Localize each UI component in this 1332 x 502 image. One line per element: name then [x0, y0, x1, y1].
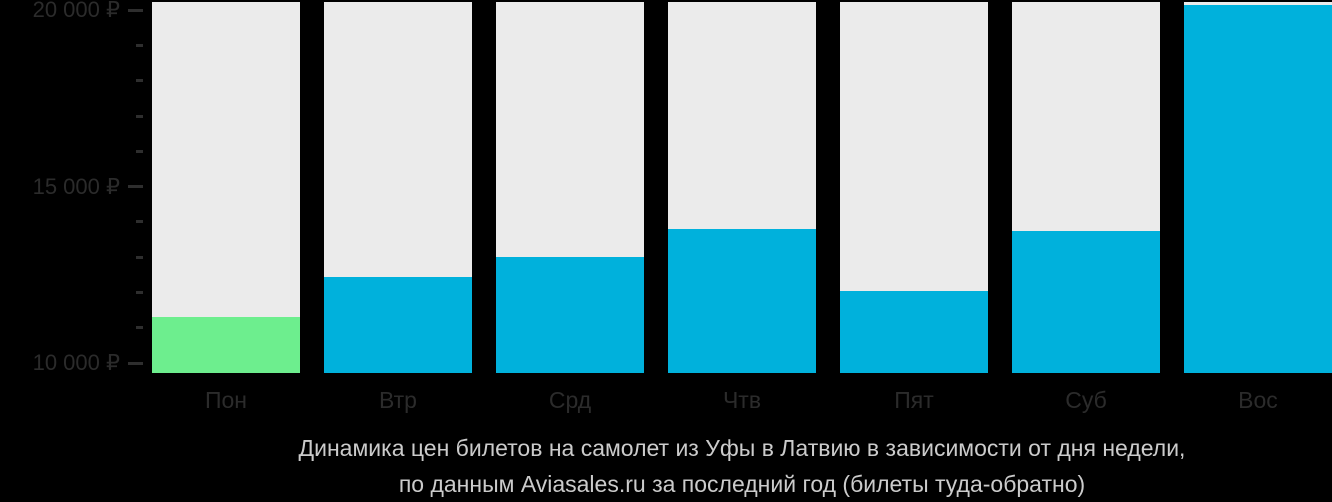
x-axis-label-tue: Втр — [379, 387, 417, 413]
caption-line-1: Динамика цен билетов на самолет из Уфы в… — [298, 435, 1186, 461]
bar-thu — [668, 228, 816, 373]
caption-line-2: по данным Aviasales.ru за последний год … — [398, 471, 1086, 497]
y-axis-minor-tick — [136, 149, 143, 153]
y-axis-minor-tick — [136, 43, 143, 47]
y-axis-minor-tick — [136, 220, 143, 224]
y-axis-minor-tick — [136, 114, 143, 118]
x-axis-label-thu: Чтв — [722, 387, 762, 413]
bar-sat — [1012, 230, 1160, 373]
x-axis-label-fri: Пят — [894, 387, 934, 413]
chart-caption: Динамика цен билетов на самолет из Уфы в… — [152, 430, 1332, 502]
y-axis-major-tick — [128, 361, 143, 365]
y-axis-tick-label: 20 000 ₽ — [32, 0, 120, 23]
y-axis-minor-tick — [136, 255, 143, 259]
y-axis-tick-label: 10 000 ₽ — [32, 350, 120, 375]
bar-wed — [496, 257, 644, 373]
bar-sun — [1184, 4, 1332, 373]
column-background-mon — [152, 2, 300, 373]
y-axis-major-tick — [128, 185, 143, 189]
y-axis-minor-tick — [136, 290, 143, 294]
x-axis-label-sun: Вос — [1238, 387, 1278, 413]
y-axis-minor-tick — [136, 326, 143, 330]
bar-fri — [840, 290, 988, 373]
y-axis-major-tick — [128, 8, 143, 12]
x-axis-label-wed: Срд — [548, 387, 592, 413]
bar-tue — [324, 276, 472, 373]
bar-mon — [152, 317, 300, 373]
x-axis-label-sat: Суб — [1065, 387, 1107, 413]
y-axis-tick-label: 15 000 ₽ — [32, 173, 120, 199]
y-axis-minor-tick — [136, 79, 143, 83]
x-axis-label-mon: Пон — [204, 387, 248, 413]
